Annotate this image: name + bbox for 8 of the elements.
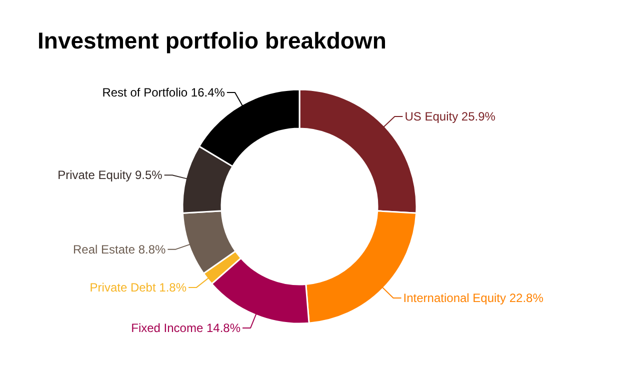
slice-label: Real Estate 8.8% (72, 242, 166, 256)
chart-title: Investment portfolio breakdown (38, 28, 386, 54)
slice-label: International Equity 22.8% (403, 290, 544, 305)
slice-label: Fixed Income 14.8% (131, 320, 241, 335)
slice-label: US Equity 25.9% (404, 110, 496, 124)
slice-label: Private Debt 1.8% (90, 280, 187, 294)
slice-label: Rest of Portfolio 16.4% (102, 86, 226, 100)
slice-label: Private Equity 9.5% (58, 168, 163, 182)
